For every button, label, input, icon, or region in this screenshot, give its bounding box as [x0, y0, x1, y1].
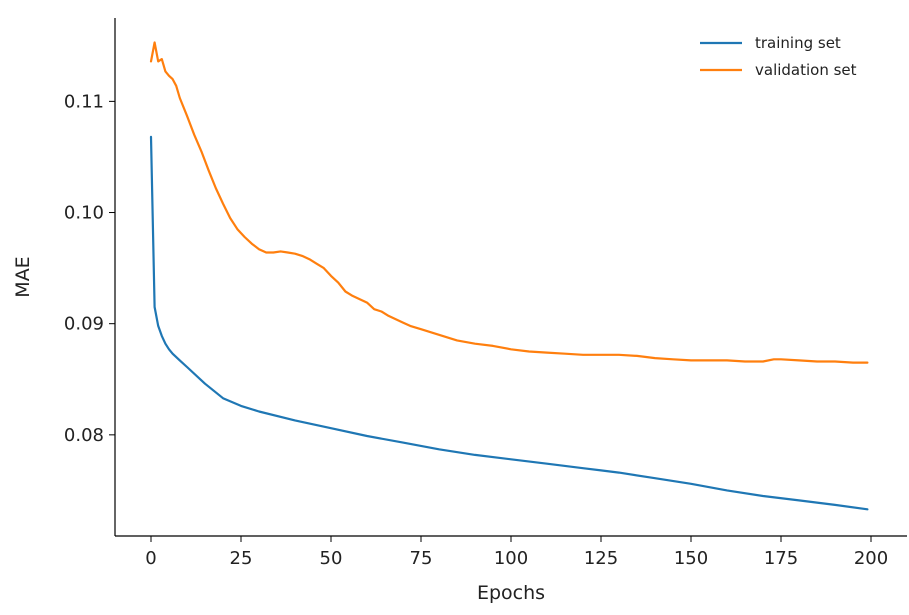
y-ticks: 0.08 0.09 0.10 0.11 — [64, 91, 115, 446]
axes: 0 25 50 75 100 125 150 175 200 0.08 0.09 0.10 0.11 — [64, 18, 907, 569]
legend-label-1: validation set — [755, 61, 857, 79]
x-tick-label: 0 — [145, 548, 156, 569]
series-line-0 — [149, 135, 869, 511]
y-tick-label: 0.09 — [64, 314, 104, 335]
x-tick-label: 125 — [584, 548, 618, 569]
x-tick-label: 150 — [674, 548, 708, 569]
legend-label-0: training set — [755, 34, 841, 52]
x-tick-label: 200 — [854, 548, 888, 569]
x-tick-label: 75 — [410, 548, 433, 569]
x-ticks: 0 25 50 75 100 125 150 175 200 — [145, 536, 888, 569]
x-tick-label: 175 — [764, 548, 798, 569]
series-line-1 — [149, 41, 869, 364]
x-tick-label: 50 — [320, 548, 343, 569]
x-tick-label: 100 — [494, 548, 528, 569]
y-axis-label: MAE — [12, 256, 34, 297]
plot-lines — [149, 41, 869, 511]
x-tick-label: 25 — [230, 548, 253, 569]
y-tick-label: 0.08 — [64, 425, 104, 446]
y-tick-label: 0.11 — [64, 91, 104, 112]
x-axis-label: Epochs — [477, 582, 545, 604]
legend: training set validation set — [700, 34, 857, 79]
y-tick-label: 0.10 — [64, 203, 104, 224]
